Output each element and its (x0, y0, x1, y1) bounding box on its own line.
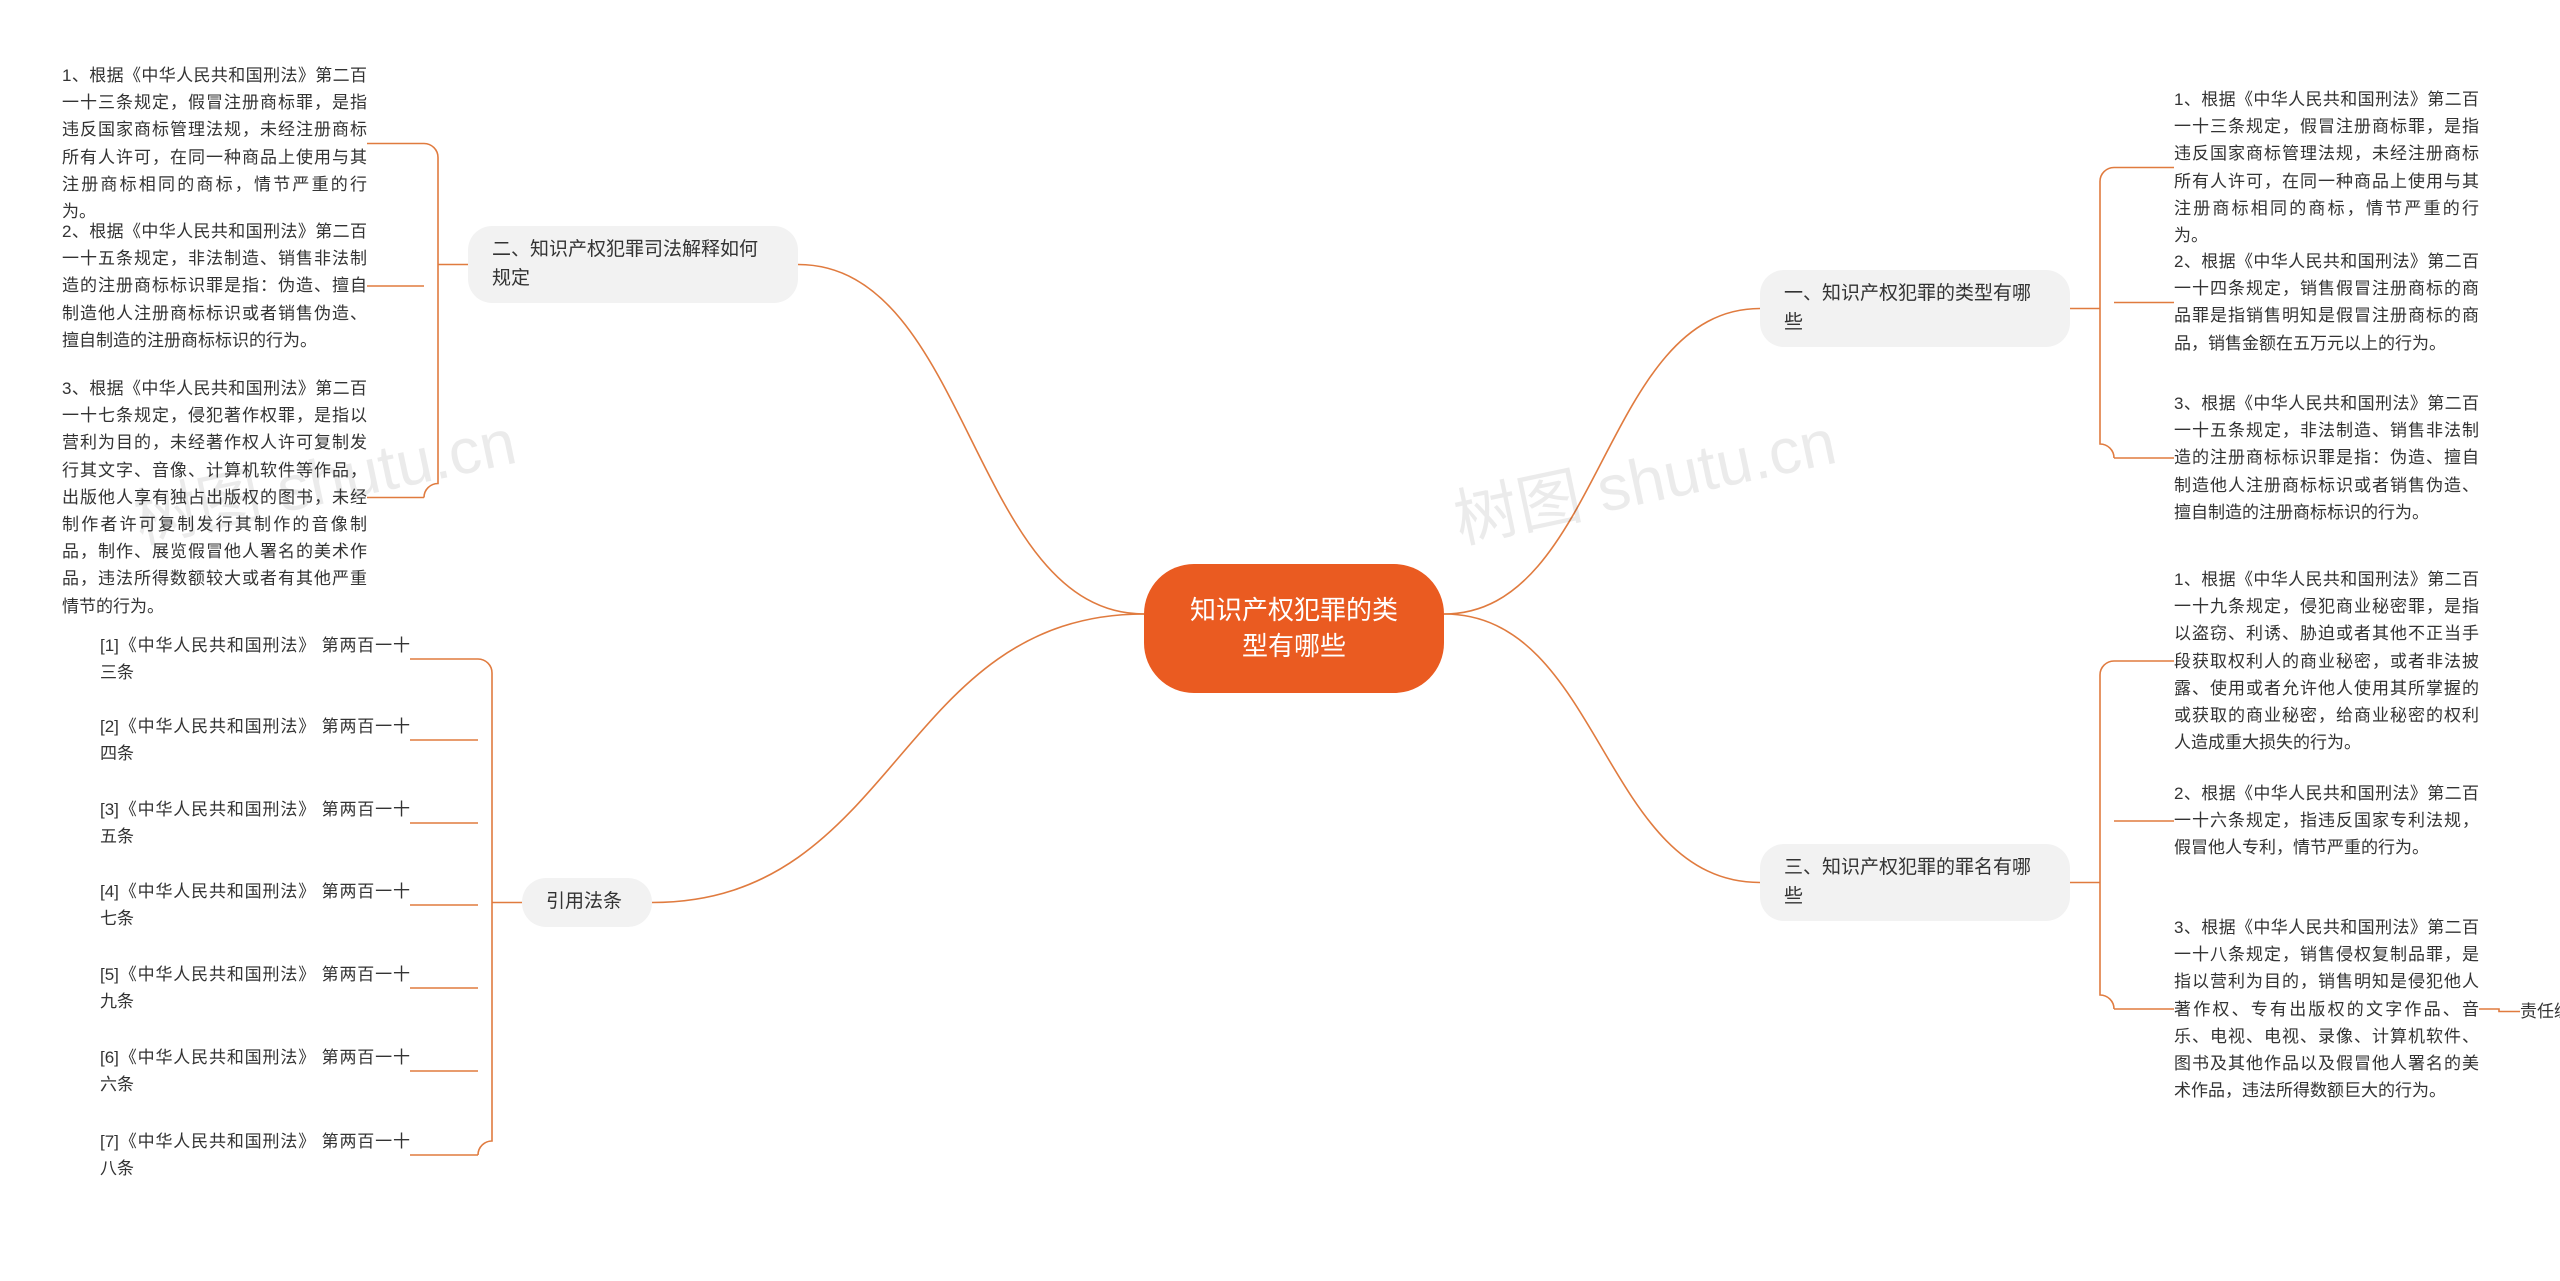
leaf-node: [5]《中华人民共和国刑法》 第两百一十九条 (100, 961, 410, 1015)
leaf-node: 2、根据《中华人民共和国刑法》第二百一十五条规定，非法制造、销售非法制造的注册商… (62, 218, 367, 354)
leaf-node: [3]《中华人民共和国刑法》 第两百一十五条 (100, 796, 410, 850)
leaf-node: [2]《中华人民共和国刑法》 第两百一十四条 (100, 713, 410, 767)
leaf-node: 1、根据《中华人民共和国刑法》第二百一十三条规定，假冒注册商标罪，是指违反国家商… (2174, 86, 2479, 249)
center-node[interactable]: 知识产权犯罪的类型有哪些 (1144, 564, 1444, 693)
branch-node[interactable]: 引用法条 (522, 878, 652, 927)
leaf-node: 责任编辑：周末 (2520, 998, 2560, 1025)
leaf-node: 2、根据《中华人民共和国刑法》第二百一十六条规定，指违反国家专利法规，假冒他人专… (2174, 780, 2479, 862)
leaf-node: [6]《中华人民共和国刑法》 第两百一十六条 (100, 1044, 410, 1098)
leaf-node: [1]《中华人民共和国刑法》 第两百一十三条 (100, 632, 410, 686)
leaf-node: 1、根据《中华人民共和国刑法》第二百一十九条规定，侵犯商业秘密罪，是指以盗窃、利… (2174, 566, 2479, 756)
watermark: 树图 shutu.cn (1445, 391, 1843, 562)
leaf-node: [4]《中华人民共和国刑法》 第两百一十七条 (100, 878, 410, 932)
branch-node[interactable]: 三、知识产权犯罪的罪名有哪些 (1760, 844, 2070, 921)
leaf-node: 3、根据《中华人民共和国刑法》第二百一十五条规定，非法制造、销售非法制造的注册商… (2174, 390, 2479, 526)
leaf-node: 2、根据《中华人民共和国刑法》第二百一十四条规定，销售假冒注册商标的商品罪是指销… (2174, 248, 2479, 357)
branch-node[interactable]: 二、知识产权犯罪司法解释如何规定 (468, 226, 798, 303)
leaf-node: 3、根据《中华人民共和国刑法》第二百一十七条规定，侵犯著作权罪，是指以营利为目的… (62, 375, 367, 620)
leaf-node: 1、根据《中华人民共和国刑法》第二百一十三条规定，假冒注册商标罪，是指违反国家商… (62, 62, 367, 225)
leaf-node: 3、根据《中华人民共和国刑法》第二百一十八条规定，销售侵权复制品罪，是指以营利为… (2174, 914, 2479, 1104)
leaf-node: [7]《中华人民共和国刑法》 第两百一十八条 (100, 1128, 410, 1182)
branch-node[interactable]: 一、知识产权犯罪的类型有哪些 (1760, 270, 2070, 347)
